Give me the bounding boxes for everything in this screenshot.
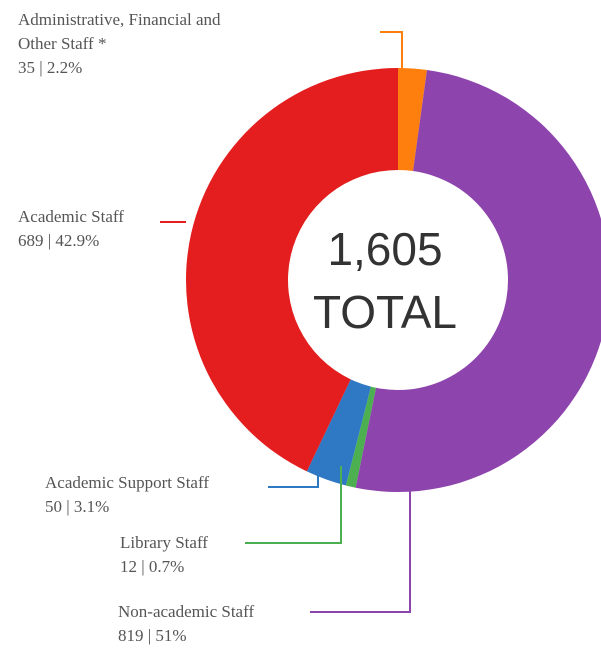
slice-academic-staff — [186, 68, 398, 472]
category-label-administrative-financial-and-other-staff: Administrative, Financial and — [18, 10, 221, 29]
leader-line-administrative-financial-and-other-staff — [380, 31, 403, 78]
label-group: Administrative, Financial and Other Staff… — [18, 10, 254, 645]
leader-line-academic-support-staff — [268, 460, 319, 488]
leader-line-group — [160, 31, 411, 613]
category-label-library-staff: Library Staff — [120, 533, 208, 552]
value-label-non-academic-staff: 819 | 51% — [118, 626, 187, 645]
slice-library-staff — [345, 386, 376, 488]
value-label-academic-support-staff: 50 | 3.1% — [45, 497, 109, 516]
slice-group — [186, 68, 601, 492]
slice-administrative-financial-and-other-staff — [398, 68, 427, 172]
category-label-academic-support-staff: Academic Support Staff — [45, 473, 209, 492]
leader-line-non-academic-staff — [310, 460, 411, 613]
slice-academic-support-staff — [306, 379, 371, 486]
value-label-academic-staff: 689 | 42.9% — [18, 231, 99, 250]
category-label-academic-staff: Academic Staff — [18, 207, 124, 226]
category-label-administrative-financial-and-other-staff: Other Staff * — [18, 34, 106, 53]
category-label-non-academic-staff: Non-academic Staff — [118, 602, 254, 621]
center-value: 1,605 — [327, 223, 442, 275]
leader-line-library-staff — [245, 466, 342, 544]
value-label-library-staff: 12 | 0.7% — [120, 557, 184, 576]
center-caption: TOTAL — [313, 286, 457, 338]
slice-non-academic-staff — [355, 69, 601, 492]
value-label-administrative-financial-and-other-staff: 35 | 2.2% — [18, 58, 82, 77]
